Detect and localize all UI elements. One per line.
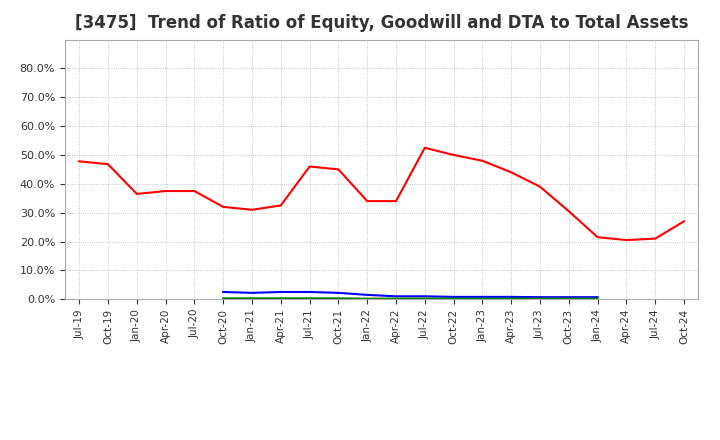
Goodwill — [334, 290, 343, 296]
Equity — [190, 188, 199, 194]
Equity — [104, 161, 112, 167]
Goodwill — [276, 290, 285, 295]
Equity — [392, 198, 400, 204]
Goodwill — [392, 293, 400, 299]
Equity — [248, 207, 256, 213]
Goodwill — [363, 292, 372, 297]
Equity — [219, 204, 228, 209]
Deferred Tax Assets — [363, 296, 372, 301]
Equity — [75, 159, 84, 164]
Equity — [305, 164, 314, 169]
Line: Equity: Equity — [79, 148, 684, 240]
Deferred Tax Assets — [507, 296, 516, 301]
Goodwill — [507, 294, 516, 300]
Goodwill — [564, 294, 573, 300]
Deferred Tax Assets — [305, 296, 314, 301]
Deferred Tax Assets — [276, 296, 285, 301]
Equity — [622, 238, 631, 243]
Equity — [276, 203, 285, 208]
Line: Goodwill: Goodwill — [223, 292, 598, 297]
Equity — [449, 152, 458, 158]
Goodwill — [449, 294, 458, 300]
Deferred Tax Assets — [449, 296, 458, 301]
Equity — [478, 158, 487, 163]
Goodwill — [219, 290, 228, 295]
Equity — [651, 236, 660, 241]
Equity — [507, 170, 516, 175]
Equity — [334, 167, 343, 172]
Deferred Tax Assets — [248, 296, 256, 301]
Deferred Tax Assets — [219, 296, 228, 301]
Equity — [420, 145, 429, 150]
Equity — [132, 191, 141, 197]
Goodwill — [305, 290, 314, 295]
Deferred Tax Assets — [536, 296, 544, 301]
Deferred Tax Assets — [564, 296, 573, 301]
Deferred Tax Assets — [420, 296, 429, 301]
Goodwill — [248, 290, 256, 296]
Deferred Tax Assets — [478, 296, 487, 301]
Goodwill — [536, 294, 544, 300]
Goodwill — [420, 293, 429, 299]
Title: [3475]  Trend of Ratio of Equity, Goodwill and DTA to Total Assets: [3475] Trend of Ratio of Equity, Goodwil… — [75, 15, 688, 33]
Equity — [593, 235, 602, 240]
Goodwill — [593, 294, 602, 300]
Equity — [564, 209, 573, 214]
Equity — [363, 198, 372, 204]
Equity — [161, 188, 170, 194]
Deferred Tax Assets — [593, 296, 602, 301]
Deferred Tax Assets — [392, 296, 400, 301]
Equity — [680, 219, 688, 224]
Deferred Tax Assets — [334, 296, 343, 301]
Equity — [536, 184, 544, 189]
Goodwill — [478, 294, 487, 300]
